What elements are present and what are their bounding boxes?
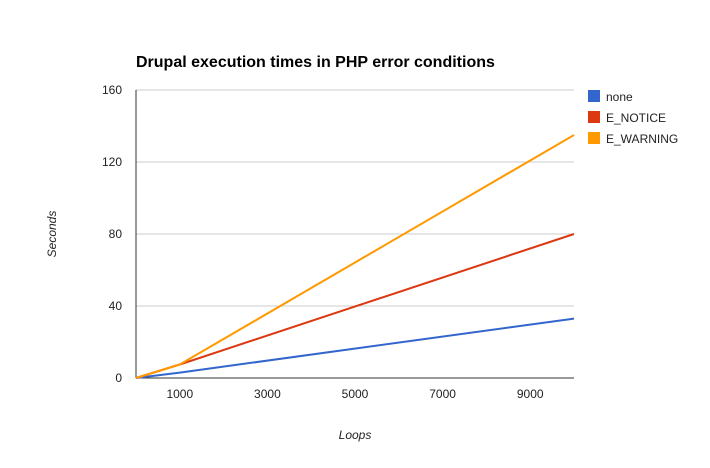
legend-label-e-notice: E_NOTICE bbox=[606, 111, 666, 125]
x-axis-title: Loops bbox=[339, 428, 372, 442]
x-tick-labels: 1000 3000 5000 7000 9000 bbox=[166, 387, 543, 401]
y-tick-label-120: 120 bbox=[102, 155, 122, 169]
y-tick-label-0: 0 bbox=[115, 371, 122, 385]
y-axis-title: Seconds bbox=[45, 211, 59, 258]
grid bbox=[136, 89, 574, 307]
y-tick-label-80: 80 bbox=[109, 227, 123, 241]
x-tick-label-1000: 1000 bbox=[166, 387, 193, 401]
legend-swatch-none bbox=[588, 90, 600, 102]
legend: none E_NOTICE E_WARNING bbox=[588, 90, 678, 146]
legend-label-e-warning: E_WARNING bbox=[606, 132, 678, 146]
y-tick-label-40: 40 bbox=[109, 299, 123, 313]
series-line-none bbox=[135, 317, 575, 379]
chart-title: Drupal execution times in PHP error cond… bbox=[136, 54, 495, 71]
legend-swatch-e-notice bbox=[588, 111, 600, 123]
series-line-e-warning bbox=[135, 134, 575, 379]
axes bbox=[135, 90, 574, 379]
x-tick-label-5000: 5000 bbox=[342, 387, 369, 401]
series-lines bbox=[135, 134, 575, 379]
x-tick-label-3000: 3000 bbox=[254, 387, 281, 401]
x-tick-label-9000: 9000 bbox=[517, 387, 544, 401]
legend-label-none: none bbox=[606, 90, 633, 104]
x-tick-label-7000: 7000 bbox=[429, 387, 456, 401]
y-tick-labels: 0 40 80 120 160 bbox=[102, 83, 122, 385]
legend-swatch-e-warning bbox=[588, 132, 600, 144]
y-tick-label-160: 160 bbox=[102, 83, 122, 97]
